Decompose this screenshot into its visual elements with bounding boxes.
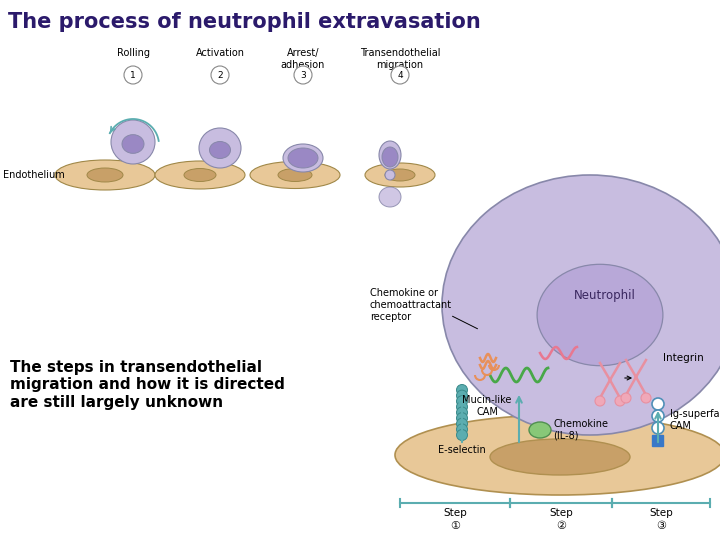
Bar xyxy=(652,435,663,446)
Circle shape xyxy=(456,424,467,435)
Ellipse shape xyxy=(155,161,245,189)
Ellipse shape xyxy=(379,187,401,207)
Text: 2: 2 xyxy=(217,71,222,79)
Text: Neutrophil: Neutrophil xyxy=(574,288,636,301)
Text: The steps in transendothelial
migration and how it is directed
are still largely: The steps in transendothelial migration … xyxy=(10,360,285,410)
Text: Activation: Activation xyxy=(196,48,245,58)
Circle shape xyxy=(294,66,312,84)
Ellipse shape xyxy=(442,175,720,435)
Circle shape xyxy=(652,410,664,422)
Text: Mucin-like
CAM: Mucin-like CAM xyxy=(462,395,512,416)
Ellipse shape xyxy=(199,128,241,168)
Circle shape xyxy=(456,384,467,395)
Text: Ig-superfamily
CAM: Ig-superfamily CAM xyxy=(670,409,720,431)
Circle shape xyxy=(456,390,467,401)
Text: Step: Step xyxy=(443,508,467,518)
Text: Chemokine
(IL-8): Chemokine (IL-8) xyxy=(553,419,608,441)
Ellipse shape xyxy=(288,148,318,168)
Ellipse shape xyxy=(379,141,401,169)
Text: E-selectin: E-selectin xyxy=(438,445,486,455)
Ellipse shape xyxy=(365,163,435,187)
Text: ②: ② xyxy=(556,521,566,531)
Ellipse shape xyxy=(111,120,155,164)
Ellipse shape xyxy=(55,160,155,190)
Text: Endothelium: Endothelium xyxy=(3,170,65,180)
Text: Step: Step xyxy=(649,508,673,518)
Ellipse shape xyxy=(385,170,395,180)
Text: ③: ③ xyxy=(656,521,666,531)
Circle shape xyxy=(124,66,142,84)
Ellipse shape xyxy=(210,141,230,159)
Ellipse shape xyxy=(184,168,216,181)
Ellipse shape xyxy=(278,168,312,181)
Text: Step: Step xyxy=(549,508,573,518)
Text: The process of neutrophil extravasation: The process of neutrophil extravasation xyxy=(8,12,481,32)
Text: Chemokine or
chemoattractant
receptor: Chemokine or chemoattractant receptor xyxy=(370,288,452,322)
Circle shape xyxy=(456,429,467,441)
Circle shape xyxy=(595,396,605,406)
Circle shape xyxy=(211,66,229,84)
Text: Rolling: Rolling xyxy=(117,48,150,58)
Circle shape xyxy=(652,398,664,410)
Ellipse shape xyxy=(490,439,630,475)
Circle shape xyxy=(391,66,409,84)
Circle shape xyxy=(652,422,664,434)
Text: 3: 3 xyxy=(300,71,306,79)
Ellipse shape xyxy=(283,144,323,172)
Ellipse shape xyxy=(87,168,123,182)
Circle shape xyxy=(456,407,467,418)
Ellipse shape xyxy=(122,134,144,153)
Text: Transendothelial
migration: Transendothelial migration xyxy=(360,48,440,70)
Ellipse shape xyxy=(250,161,340,188)
Ellipse shape xyxy=(385,169,415,181)
Ellipse shape xyxy=(537,264,663,366)
Circle shape xyxy=(456,396,467,407)
Ellipse shape xyxy=(382,147,398,167)
Text: ①: ① xyxy=(450,521,460,531)
Ellipse shape xyxy=(395,415,720,495)
Ellipse shape xyxy=(529,422,551,438)
Circle shape xyxy=(456,413,467,423)
Circle shape xyxy=(621,393,631,403)
Text: 4: 4 xyxy=(397,71,402,79)
Circle shape xyxy=(456,401,467,413)
Circle shape xyxy=(615,396,625,406)
Text: Integrin: Integrin xyxy=(663,353,703,363)
Circle shape xyxy=(456,418,467,429)
Circle shape xyxy=(641,393,651,403)
Text: 1: 1 xyxy=(130,71,136,79)
Text: Arrest/
adhesion: Arrest/ adhesion xyxy=(281,48,325,70)
